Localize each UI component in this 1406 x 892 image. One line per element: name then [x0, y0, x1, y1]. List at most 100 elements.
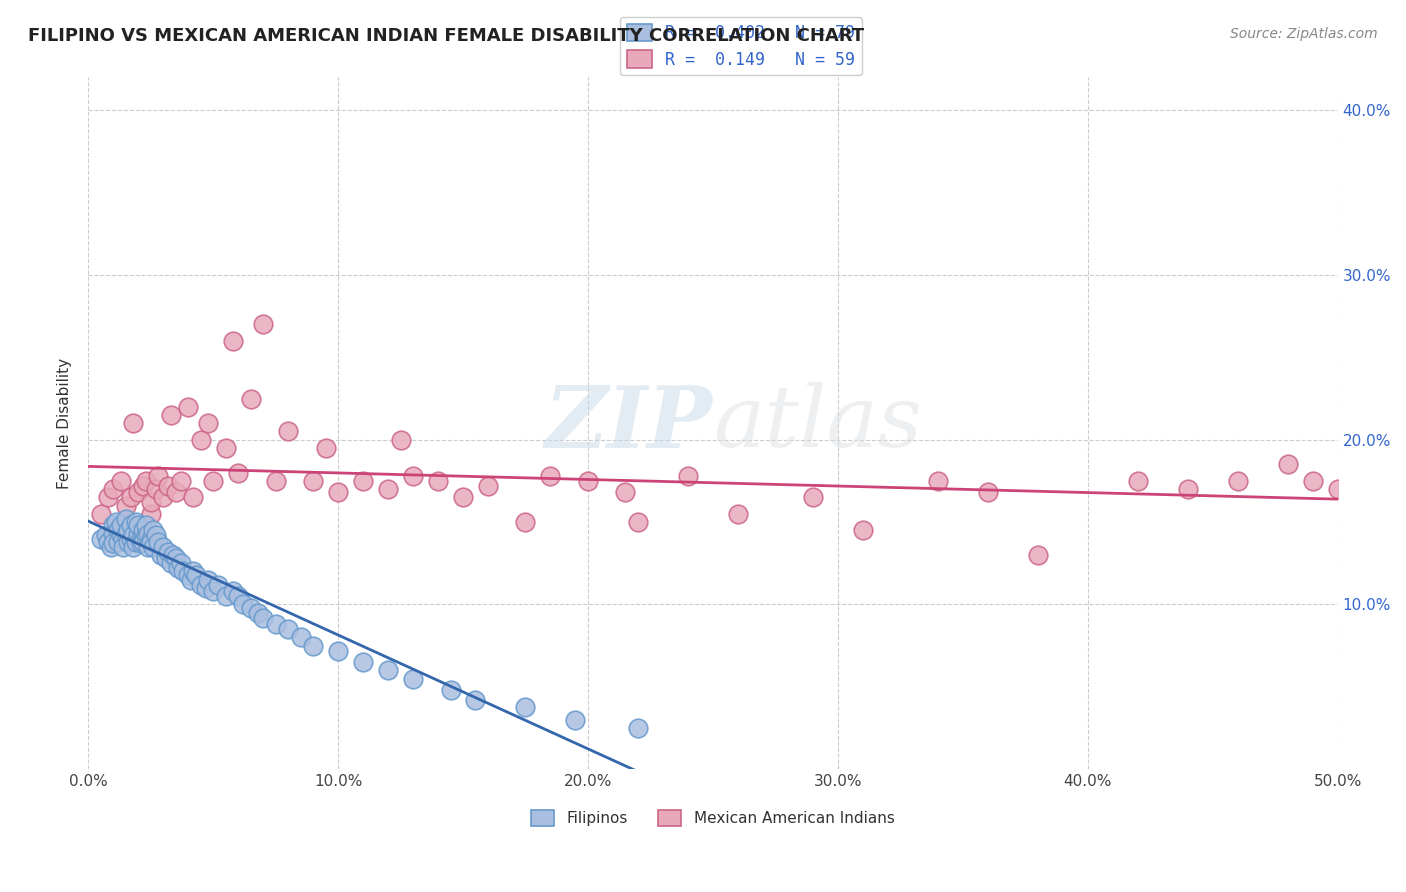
Point — [122, 528, 145, 542]
Point — [515, 699, 537, 714]
Point — [127, 518, 149, 533]
Point — [727, 507, 749, 521]
Point — [104, 515, 127, 529]
Point — [135, 518, 157, 533]
Point — [977, 485, 1000, 500]
Point — [302, 474, 325, 488]
Point — [122, 540, 145, 554]
Point — [252, 610, 274, 624]
Point — [214, 441, 236, 455]
Point — [135, 528, 157, 542]
Point — [139, 534, 162, 549]
Point — [120, 491, 142, 505]
Point — [302, 639, 325, 653]
Y-axis label: Female Disability: Female Disability — [58, 358, 72, 489]
Point — [110, 518, 132, 533]
Point — [290, 631, 312, 645]
Point — [101, 526, 124, 541]
Point — [222, 584, 245, 599]
Point — [202, 584, 225, 599]
Point — [222, 334, 245, 348]
Point — [122, 417, 145, 431]
Point — [90, 507, 112, 521]
Point — [214, 589, 236, 603]
Text: Source: ZipAtlas.com: Source: ZipAtlas.com — [1230, 27, 1378, 41]
Point — [139, 507, 162, 521]
Point — [139, 495, 162, 509]
Point — [207, 577, 229, 591]
Point — [135, 474, 157, 488]
Point — [101, 482, 124, 496]
Point — [264, 474, 287, 488]
Point — [180, 573, 202, 587]
Point — [515, 515, 537, 529]
Point — [1277, 458, 1299, 472]
Point — [120, 532, 142, 546]
Point — [264, 617, 287, 632]
Point — [226, 589, 249, 603]
Point — [142, 524, 165, 538]
Text: FILIPINO VS MEXICAN AMERICAN INDIAN FEMALE DISABILITY CORRELATION CHART: FILIPINO VS MEXICAN AMERICAN INDIAN FEMA… — [28, 27, 865, 45]
Point — [127, 526, 149, 541]
Point — [239, 600, 262, 615]
Point — [114, 499, 136, 513]
Point — [252, 318, 274, 332]
Point — [1302, 474, 1324, 488]
Point — [377, 482, 399, 496]
Point — [427, 474, 450, 488]
Point — [194, 581, 217, 595]
Point — [114, 512, 136, 526]
Point — [1326, 482, 1348, 496]
Point — [107, 534, 129, 549]
Point — [439, 683, 461, 698]
Point — [564, 713, 586, 727]
Point — [197, 417, 219, 431]
Point — [177, 400, 200, 414]
Point — [129, 536, 152, 550]
Point — [326, 643, 349, 657]
Point — [202, 474, 225, 488]
Legend: Filipinos, Mexican American Indians: Filipinos, Mexican American Indians — [526, 805, 901, 832]
Point — [136, 526, 159, 541]
Point — [94, 528, 117, 542]
Point — [107, 524, 129, 538]
Point — [157, 545, 180, 559]
Point — [110, 474, 132, 488]
Point — [157, 479, 180, 493]
Point — [614, 485, 637, 500]
Point — [377, 663, 399, 677]
Point — [315, 441, 337, 455]
Point — [145, 482, 167, 496]
Point — [477, 479, 499, 493]
Point — [1026, 548, 1049, 562]
Point — [149, 548, 172, 562]
Point — [1177, 482, 1199, 496]
Point — [239, 392, 262, 406]
Point — [114, 526, 136, 541]
Point — [402, 469, 425, 483]
Point — [165, 551, 187, 566]
Point — [127, 485, 149, 500]
Point — [232, 598, 254, 612]
Point — [165, 485, 187, 500]
Point — [155, 551, 177, 566]
Point — [110, 528, 132, 542]
Point — [197, 573, 219, 587]
Point — [852, 524, 875, 538]
Point — [124, 515, 146, 529]
Point — [101, 536, 124, 550]
Point — [352, 474, 374, 488]
Point — [100, 540, 122, 554]
Point — [177, 567, 200, 582]
Point — [1126, 474, 1149, 488]
Point — [117, 524, 139, 538]
Point — [540, 469, 562, 483]
Point — [112, 540, 135, 554]
Point — [167, 561, 190, 575]
Point — [226, 466, 249, 480]
Point — [132, 534, 155, 549]
Point — [146, 534, 169, 549]
Point — [120, 518, 142, 533]
Text: ZIP: ZIP — [546, 382, 713, 465]
Point — [152, 540, 174, 554]
